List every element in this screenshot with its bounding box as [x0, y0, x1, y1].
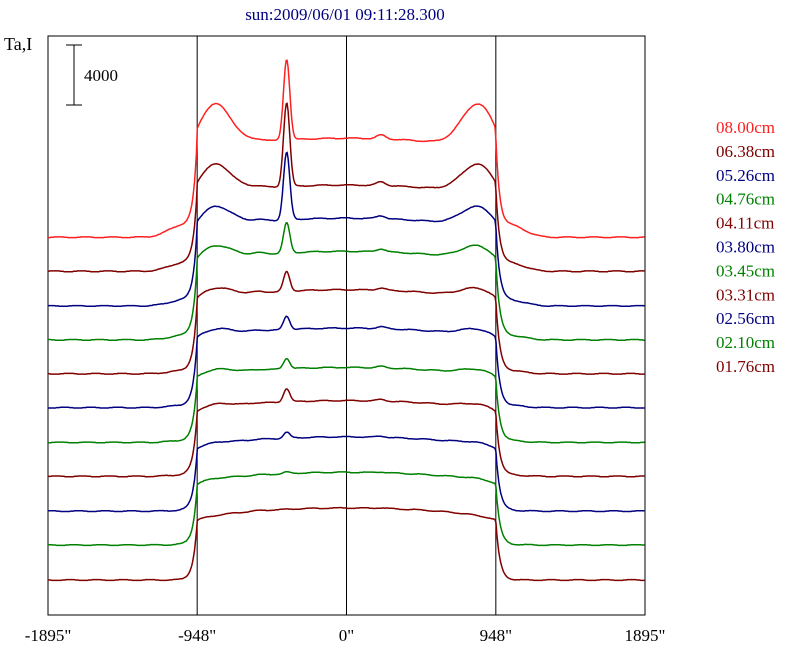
- scale-bar: 4000: [66, 44, 118, 106]
- series-line-05.26cm: [48, 151, 645, 308]
- series-line-03.45cm: [48, 358, 645, 444]
- legend-entry-08.00cm: 08.00cm: [716, 118, 775, 137]
- series-line-03.31cm: [48, 388, 645, 478]
- series-line-01.76cm: [48, 506, 645, 582]
- legend: 08.00cm 06.38cm 05.26cm 04.76cm 04.11cm 03.80…: [716, 118, 775, 376]
- series-line-06.38cm: [48, 102, 645, 273]
- legend-entry-06.38cm: 06.38cm: [716, 142, 775, 161]
- legend-entry-03.45cm: 03.45cm: [716, 261, 775, 280]
- legend-entry-02.10cm: 02.10cm: [716, 333, 775, 352]
- series-line-04.76cm: [48, 222, 645, 341]
- legend-entry-04.76cm: 04.76cm: [716, 190, 775, 209]
- legend-entry-03.31cm: 03.31cm: [716, 285, 775, 304]
- series-line-02.10cm: [48, 470, 645, 547]
- series-line-03.80cm: [48, 315, 645, 409]
- series-curves: [48, 59, 645, 582]
- chart-title: sun:2009/06/01 09:11:28.300: [245, 5, 445, 24]
- x-tick-label-0: -1895": [25, 626, 72, 645]
- series-line-04.11cm: [48, 270, 645, 375]
- x-tick-label-4: 1895": [625, 626, 666, 645]
- x-tick-label-2: 0": [339, 626, 354, 645]
- series-line-08.00cm: [48, 59, 645, 239]
- x-tick-label-1: -948": [178, 626, 216, 645]
- reference-lines: [196, 36, 497, 615]
- legend-entry-01.76cm: 01.76cm: [716, 357, 775, 376]
- series-line-02.56cm: [48, 431, 645, 513]
- scale-bar-label: 4000: [84, 66, 118, 85]
- legend-entry-05.26cm: 05.26cm: [716, 166, 775, 185]
- y-axis-label: Ta,I: [4, 34, 32, 54]
- x-tick-label-3: 948": [480, 626, 512, 645]
- legend-entry-04.11cm: 04.11cm: [716, 214, 774, 233]
- x-axis-tick-labels: -1895" -948" 0" 948" 1895": [25, 626, 666, 645]
- legend-entry-03.80cm: 03.80cm: [716, 238, 775, 257]
- legend-entry-02.56cm: 02.56cm: [716, 309, 775, 328]
